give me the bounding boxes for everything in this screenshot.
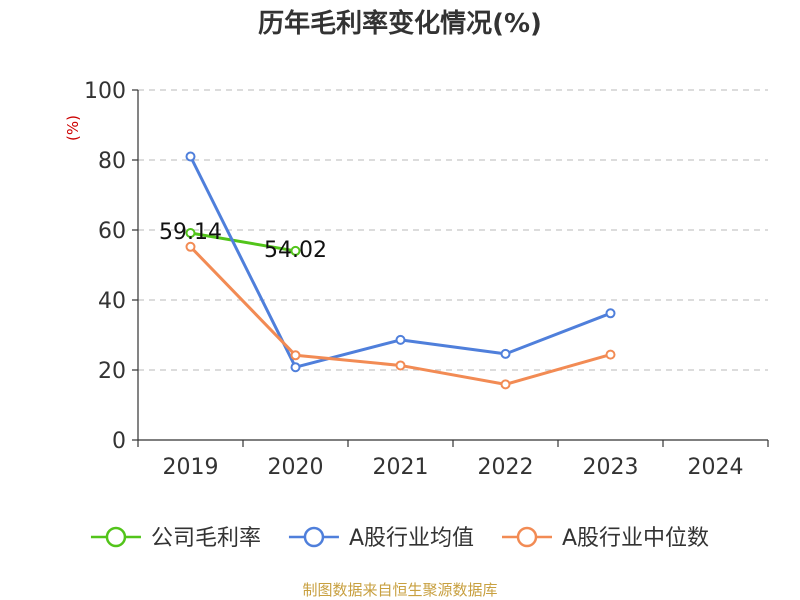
legend[interactable]: 公司毛利率 A股行业均值 A股行业中位数 <box>90 526 709 551</box>
data-labels: 59.14 54.02 <box>159 220 327 263</box>
series-0-point-2020[interactable] <box>290 245 301 256</box>
series-2-point-2020[interactable] <box>290 350 301 361</box>
series-2-point-2019[interactable] <box>185 241 196 252</box>
y-tick-label-40: 40 <box>98 289 126 314</box>
series-1-point-2023[interactable] <box>605 308 616 319</box>
legend-item-2[interactable]: A股行业中位数 <box>502 526 709 551</box>
x-tick-label-2020: 2020 <box>268 455 324 480</box>
x-tick-label-2021: 2021 <box>373 455 429 480</box>
y-tick-label-80: 80 <box>98 149 126 174</box>
axes: 0 20 40 60 80 100 2019 2020 2021 2022 2023 2024 <box>84 79 769 480</box>
y-tick-label-60: 60 <box>98 219 126 244</box>
grid-lines <box>138 89 768 371</box>
legend-symbol-marker-1 <box>303 526 325 548</box>
legend-item-1[interactable]: A股行业均值 <box>288 526 474 551</box>
source-note: 制图数据来自恒生聚源数据库 <box>302 581 497 599</box>
series-2-point-2022[interactable] <box>500 379 511 390</box>
series-2-point-2021[interactable] <box>395 360 406 371</box>
y-axis-unit-label: (%) <box>64 115 82 141</box>
legend-label-0: 公司毛利率 <box>151 526 261 551</box>
series-1-point-2021[interactable] <box>395 334 406 345</box>
series-lines <box>185 151 616 390</box>
legend-label-1: A股行业均值 <box>349 526 474 551</box>
y-tick-label-0: 0 <box>112 429 126 454</box>
data-label-2020: 54.02 <box>264 238 327 263</box>
series-1-point-2020[interactable] <box>290 362 301 373</box>
y-tick-label-20: 20 <box>98 359 126 384</box>
legend-label-2: A股行业中位数 <box>562 526 709 551</box>
chart-title: 历年毛利率变化情况(%) <box>258 8 542 39</box>
legend-symbol-marker-2 <box>516 526 538 548</box>
x-tick-label-2019: 2019 <box>163 455 219 480</box>
legend-item-0[interactable]: 公司毛利率 <box>90 526 261 551</box>
data-label-2019: 59.14 <box>159 220 222 245</box>
series-line-0 <box>190 231 296 253</box>
x-tick-label-2023: 2023 <box>583 455 639 480</box>
series-1-point-2022[interactable] <box>500 348 511 359</box>
series-0-point-2019[interactable] <box>185 228 196 239</box>
series-2-point-2023[interactable] <box>605 349 616 360</box>
legend-symbol-marker-0 <box>105 526 127 548</box>
y-tick-label-100: 100 <box>84 79 126 104</box>
x-tick-label-2024: 2024 <box>688 455 744 480</box>
x-tick-label-2022: 2022 <box>478 455 534 480</box>
series-1-point-2019[interactable] <box>185 151 196 162</box>
